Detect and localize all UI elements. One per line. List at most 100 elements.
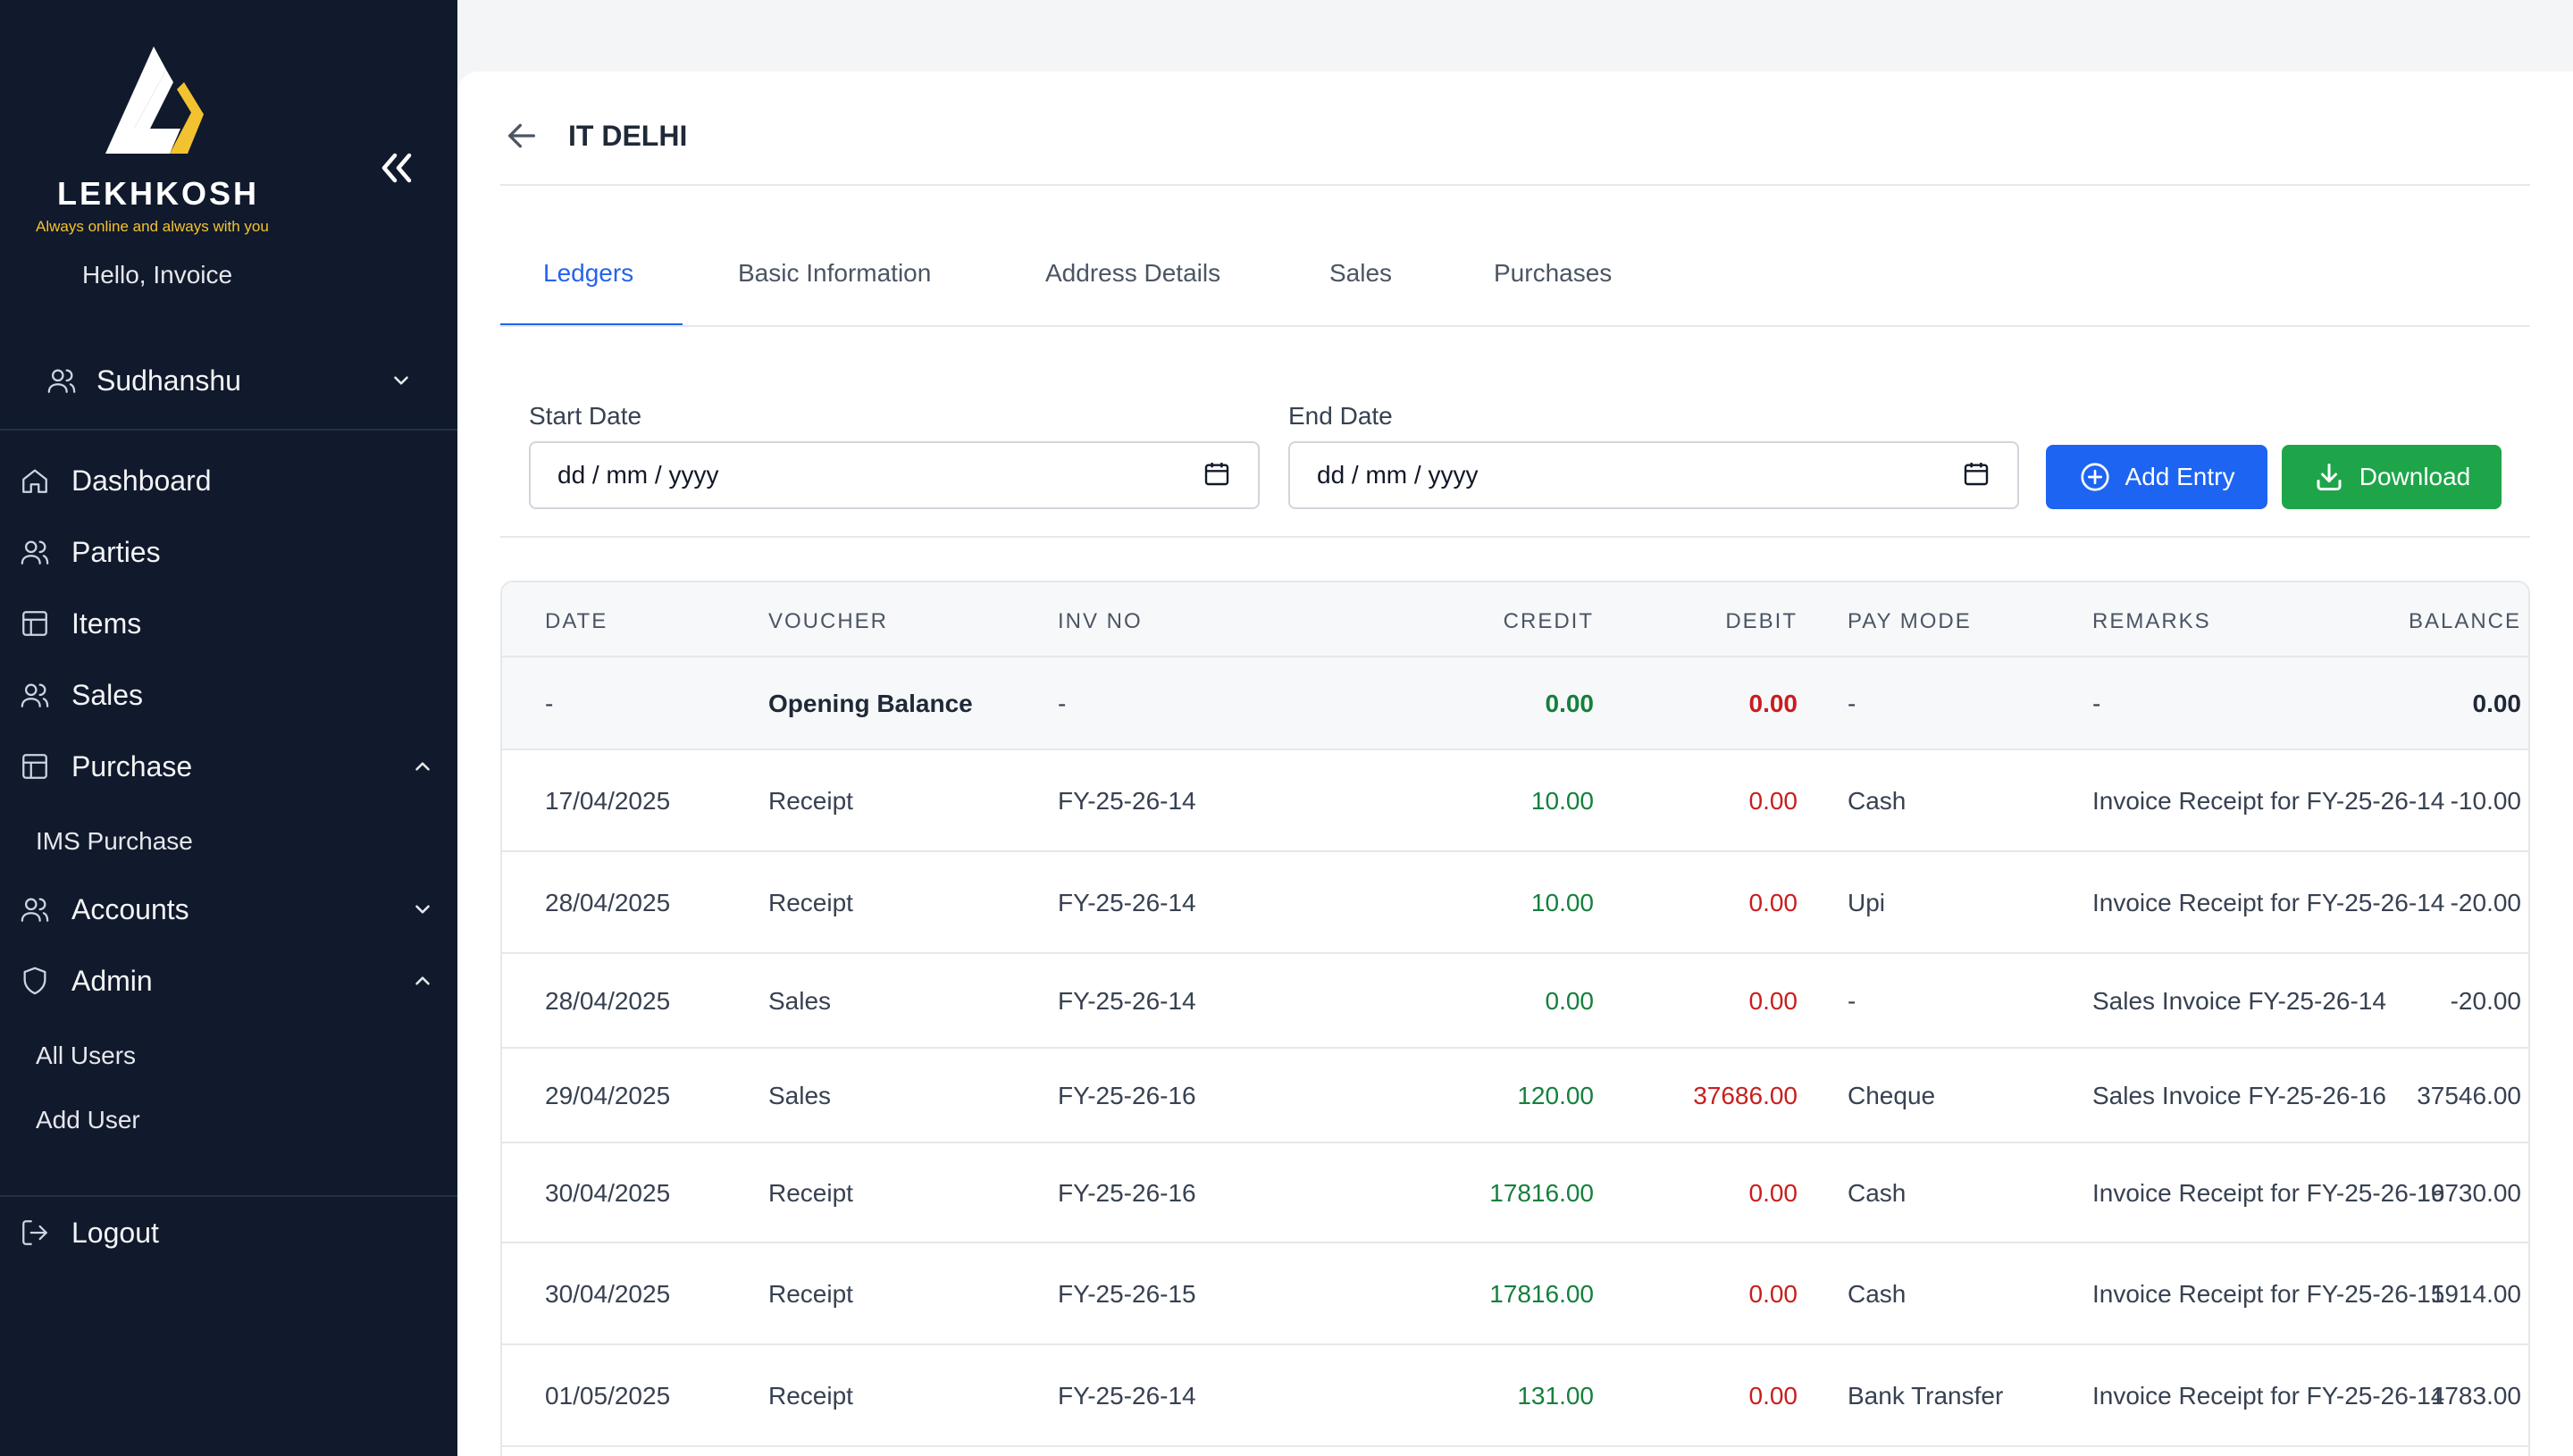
- sidebar-item-accounts[interactable]: Accounts: [20, 884, 440, 934]
- sidebar-item-purchase[interactable]: Purchase: [20, 741, 440, 791]
- tabs-divider: [500, 325, 2530, 327]
- cell-remarks: Invoice Receipt for FY-25-26-15: [2092, 1280, 2445, 1308]
- collapse-sidebar-button[interactable]: [375, 150, 418, 186]
- cell-credit: 131.00: [1517, 1382, 1594, 1410]
- sidebar-subitem-add-user[interactable]: Add User: [36, 1106, 140, 1134]
- plus-circle-icon: [2079, 461, 2111, 493]
- cell-credit: 0.00: [1545, 690, 1595, 717]
- layout-icon: [20, 608, 50, 639]
- cell-remarks: Invoice Receipt for FY-25-26-14: [2092, 1382, 2445, 1410]
- cell-inv-no: FY-25-26-14: [1058, 1382, 1196, 1410]
- sidebar-item-sales[interactable]: Sales: [20, 670, 440, 720]
- sidebar-item-dashboard[interactable]: Dashboard: [20, 456, 440, 506]
- column-header-inv-no[interactable]: INV NO: [1058, 609, 1143, 633]
- end-date-value: dd / mm / yyyy: [1317, 461, 1479, 489]
- tab-address-details[interactable]: Address Details: [1045, 259, 1221, 287]
- shield-icon: [20, 966, 50, 996]
- chevron-down-icon: [390, 369, 413, 392]
- sidebar-subitem-ims-purchase[interactable]: IMS Purchase: [36, 827, 193, 855]
- cell-remarks: -: [2092, 690, 2101, 717]
- users-icon: [20, 680, 50, 710]
- cell-remarks: Sales Invoice FY-25-26-14: [2092, 987, 2386, 1015]
- cell-pay-mode: Cheque: [1848, 1082, 1936, 1109]
- sidebar-item-parties[interactable]: Parties: [20, 527, 440, 577]
- cell-debit: 0.00: [1748, 1382, 1798, 1410]
- brand-name: LEKHKOSH: [57, 175, 260, 212]
- user-menu[interactable]: Sudhanshu: [46, 357, 413, 404]
- sidebar-item-label: Admin: [71, 964, 153, 997]
- cell-pay-mode: Cash: [1848, 787, 1907, 815]
- calendar-icon[interactable]: [1962, 459, 1991, 492]
- start-date-label: Start Date: [529, 402, 642, 430]
- cell-pay-mode: -: [1848, 690, 1856, 717]
- table-header: DATE VOUCHER INV NO CREDIT DEBIT PAY MOD…: [502, 582, 2528, 657]
- sidebar-subitem-all-users[interactable]: All Users: [36, 1042, 137, 1069]
- cell-pay-mode: Bank Transfer: [1848, 1382, 2004, 1410]
- column-header-debit[interactable]: DEBIT: [1725, 609, 1798, 633]
- cell-balance: -10.00: [2450, 787, 2521, 815]
- tab-ledgers[interactable]: Ledgers: [543, 259, 634, 287]
- cell-debit: 0.00: [1748, 889, 1798, 916]
- sidebar-item-logout[interactable]: Logout: [20, 1208, 440, 1258]
- column-header-date[interactable]: DATE: [545, 609, 608, 633]
- end-date-input[interactable]: dd / mm / yyyy: [1288, 441, 2019, 509]
- cell-inv-no: FY-25-26-14: [1058, 987, 1196, 1015]
- column-header-balance[interactable]: BALANCE: [2408, 609, 2521, 633]
- cell-credit: 10.00: [1530, 889, 1594, 916]
- chevron-down-icon: [411, 898, 434, 921]
- cell-debit: 37686.00: [1693, 1082, 1798, 1109]
- column-header-credit[interactable]: CREDIT: [1503, 609, 1594, 633]
- cell-remarks: Invoice Receipt for FY-25-26-14: [2092, 787, 2445, 815]
- column-header-remarks[interactable]: REMARKS: [2092, 609, 2211, 633]
- filters-divider: [500, 536, 2530, 538]
- sidebar-item-label: Items: [71, 607, 142, 640]
- cell-balance: -20.00: [2450, 987, 2521, 1015]
- calendar-icon[interactable]: [1203, 459, 1231, 492]
- tab-purchases[interactable]: Purchases: [1494, 259, 1613, 287]
- table-row: 28/04/2025 Receipt FY-25-26-14 10.00 0.00 Upi…: [502, 852, 2528, 954]
- users-icon: [20, 537, 50, 567]
- chevron-up-icon: [411, 755, 434, 778]
- cell-voucher: Sales: [768, 987, 832, 1015]
- cell-pay-mode: Cash: [1848, 1179, 1907, 1207]
- cell-voucher: Receipt: [768, 1179, 853, 1207]
- back-button[interactable]: [500, 114, 543, 157]
- download-label: Download: [2359, 463, 2471, 490]
- sidebar-item-admin[interactable]: Admin: [20, 956, 440, 1006]
- cell-balance: 19730.00: [2417, 1179, 2521, 1207]
- tab-basic-information[interactable]: Basic Information: [738, 259, 932, 287]
- cell-balance: 0.00: [2472, 690, 2522, 717]
- start-date-input[interactable]: dd / mm / yyyy: [529, 441, 1260, 509]
- cell-debit: 0.00: [1748, 787, 1798, 815]
- sidebar: LEKHKOSH Always online and always with y…: [0, 0, 457, 1456]
- download-button[interactable]: Download: [2282, 445, 2502, 509]
- table-row: 29/04/2025 Sales FY-25-26-16 120.00 37686.00…: [502, 1049, 2528, 1143]
- cell-credit: 0.00: [1545, 987, 1595, 1015]
- cell-debit: 0.00: [1748, 987, 1798, 1015]
- home-icon: [20, 465, 50, 496]
- cell-voucher: Receipt: [768, 787, 853, 815]
- sidebar-item-label: Sales: [71, 678, 144, 711]
- start-date-value: dd / mm / yyyy: [557, 461, 719, 489]
- cell-pay-mode: Upi: [1848, 889, 1886, 916]
- add-entry-label: Add Entry: [2125, 463, 2235, 490]
- cell-balance: 37546.00: [2417, 1082, 2521, 1109]
- column-header-pay-mode[interactable]: PAY MODE: [1848, 609, 1972, 633]
- chevrons-left-icon: [381, 153, 412, 183]
- cell-credit: 10.00: [1530, 787, 1594, 815]
- add-entry-button[interactable]: Add Entry: [2046, 445, 2267, 509]
- user-name: Sudhanshu: [96, 364, 241, 397]
- cell-credit: 17816.00: [1489, 1280, 1594, 1308]
- cell-balance: 1914.00: [2430, 1280, 2521, 1308]
- sidebar-item-label: Purchase: [71, 749, 193, 782]
- cell-date: 30/04/2025: [545, 1280, 671, 1308]
- table-row: 01/05/2025 Receipt FY-25-26-14 131.00 0.00 Ba…: [502, 1345, 2528, 1447]
- cell-date: 28/04/2025: [545, 889, 671, 916]
- brand-tagline: Always online and always with you: [36, 218, 269, 235]
- cell-inv-no: -: [1058, 690, 1067, 717]
- cell-pay-mode: -: [1848, 987, 1856, 1015]
- tab-sales[interactable]: Sales: [1329, 259, 1393, 287]
- download-icon: [2313, 461, 2345, 493]
- column-header-voucher[interactable]: VOUCHER: [768, 609, 889, 633]
- sidebar-item-items[interactable]: Items: [20, 598, 440, 649]
